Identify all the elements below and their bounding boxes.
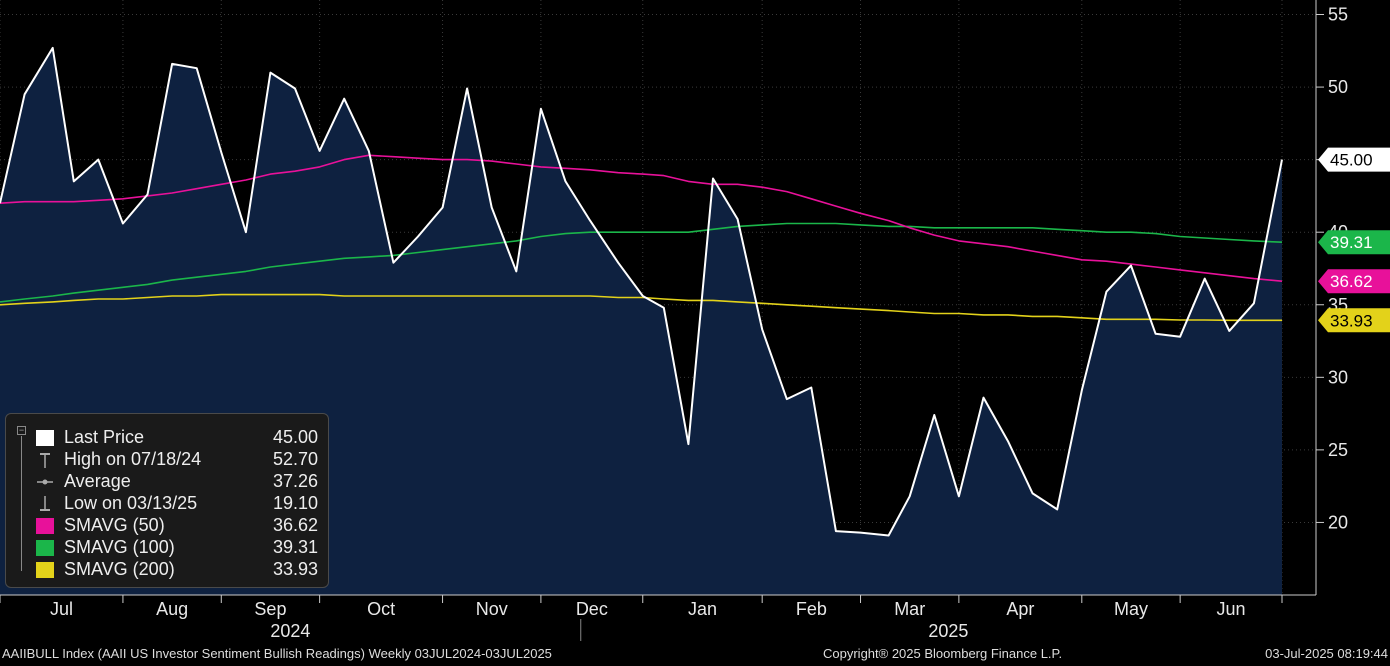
last-value-tag-label: 36.62 <box>1330 272 1373 291</box>
x-tick-label-jun: Jun <box>1217 599 1246 619</box>
white-box-icon <box>36 430 54 446</box>
y-tick-label: 55 <box>1328 5 1348 25</box>
x-tick-label-jul: Jul <box>50 599 73 619</box>
x-tick-label-nov: Nov <box>476 599 508 619</box>
legend-value: 33.93 <box>272 559 318 579</box>
last-value-tag-bg <box>1318 147 1390 172</box>
legend-label: SMAVG (200) <box>64 559 175 579</box>
x-tick-label-apr: Apr <box>1006 599 1034 619</box>
legend-row-smavg-200: SMAVG (200) 33.93 <box>20 559 318 581</box>
x-tick-label-jan: Jan <box>688 599 717 619</box>
last-value-tag-label: 39.31 <box>1330 233 1373 252</box>
series-lines <box>0 46 1283 537</box>
legend-row-smavg-50: SMAVG (50) 36.62 <box>20 515 318 537</box>
legend-value: 37.26 <box>272 471 318 491</box>
series-line-smavg-100 <box>0 222 1283 303</box>
last-value-tags: 45.00 39.31 36.62 33.93 <box>1318 147 1390 333</box>
series-line-smavg-50 <box>0 154 1283 282</box>
legend-tree-line <box>21 436 22 571</box>
green-box-icon <box>36 540 54 556</box>
last-value-tag-label: 33.93 <box>1330 311 1373 330</box>
legend-label: SMAVG (50) <box>64 515 165 535</box>
y-tick-label: 50 <box>1328 77 1348 97</box>
x-tick-label-dec: Dec <box>576 599 608 619</box>
x-tick-label-sep: Sep <box>254 599 286 619</box>
legend-label: SMAVG (100) <box>64 537 175 557</box>
legend-row-high: High on 07/18/24 52.70 <box>20 449 318 471</box>
average-marker-icon <box>36 474 54 490</box>
footer-copyright: Copyright® 2025 Bloomberg Finance L.P. <box>823 646 1063 661</box>
magenta-box-icon <box>36 518 54 534</box>
legend-label: Low on 03/13/25 <box>64 493 198 513</box>
year-label-2025: 2025 <box>928 621 968 641</box>
year-label-2024: 2024 <box>270 621 310 641</box>
legend-value: 36.62 <box>272 515 318 535</box>
legend-label: Last Price <box>64 427 145 447</box>
legend-row-smavg-100: SMAVG (100) 39.31 <box>20 537 318 559</box>
legend-value: 52.70 <box>272 449 318 469</box>
legend-value: 39.31 <box>272 537 318 557</box>
last-value-tag-bg <box>1318 269 1390 294</box>
legend-label: Average <box>64 471 131 491</box>
chart-legend: − Last Price 45.00 High on 07/18/24 52.7… <box>5 413 329 588</box>
axes <box>0 0 1317 596</box>
legend-value: 45.00 <box>272 427 318 447</box>
footer-timestamp: 03-Jul-2025 08:19:44 <box>1265 646 1388 661</box>
x-tick-label-may: May <box>1114 599 1148 619</box>
legend-value: 19.10 <box>272 493 318 513</box>
series-line-last-price <box>0 46 1283 537</box>
y-tick-label: 25 <box>1328 440 1348 460</box>
legend-row-average: Average 37.26 <box>20 471 318 493</box>
y-axis-ticks: 2025303540455055 <box>1316 5 1348 532</box>
x-tick-label-aug: Aug <box>156 599 188 619</box>
x-tick-label-oct: Oct <box>367 599 395 619</box>
footer-bar: AAIIBULL Index (AAII US Investor Sentime… <box>0 645 1390 666</box>
collapse-icon[interactable]: − <box>17 425 26 435</box>
x-axis-ticks: Jul Aug Sep Oct Nov Dec Jan Feb Mar Apr May Jun 2024… <box>0 595 1283 641</box>
high-marker-icon <box>36 452 54 468</box>
legend-label: High on 07/18/24 <box>64 449 202 469</box>
y-tick-label: 30 <box>1328 367 1348 387</box>
x-tick-label-feb: Feb <box>796 599 827 619</box>
last-value-tag-label: 45.00 <box>1330 151 1373 170</box>
x-tick-label-mar: Mar <box>894 599 925 619</box>
low-marker-icon <box>36 496 54 512</box>
last-value-tag-bg <box>1318 230 1390 255</box>
last-value-tag-bg <box>1318 308 1390 333</box>
legend-row-low: Low on 03/13/25 19.10 <box>20 493 318 515</box>
yellow-box-icon <box>36 562 54 578</box>
y-tick-label: 20 <box>1328 512 1348 532</box>
legend-row-last-price: Last Price 45.00 <box>20 427 318 449</box>
footer-index-description: AAIIBULL Index (AAII US Investor Sentime… <box>2 646 552 661</box>
series-line-smavg-200 <box>0 293 1282 322</box>
